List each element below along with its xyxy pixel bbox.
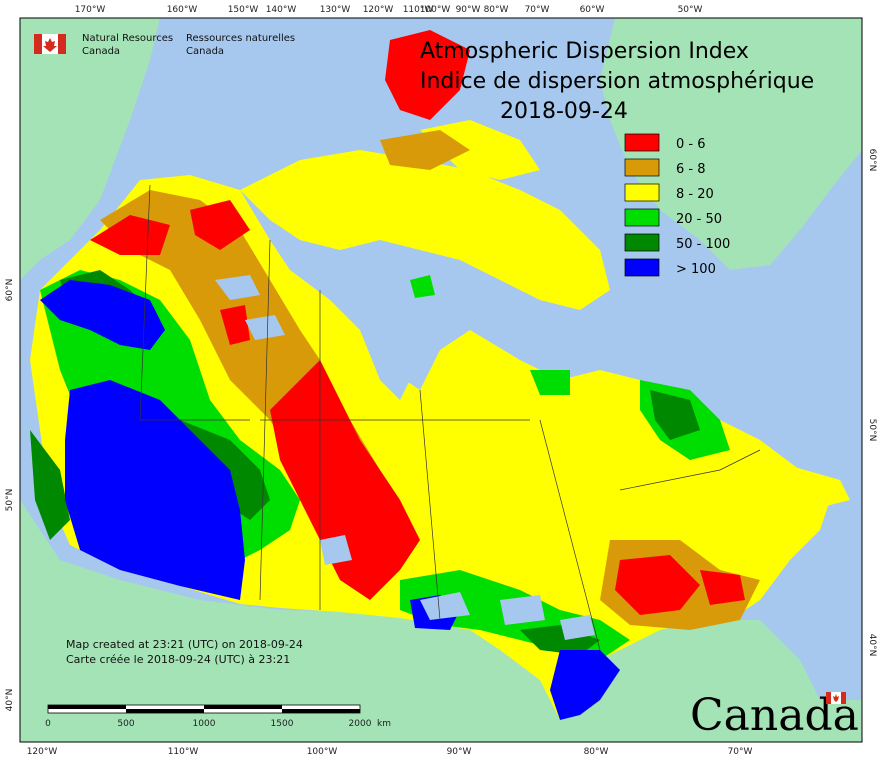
- top-tick-label: 170°W: [75, 5, 106, 15]
- legend-swatch-6-8: [624, 158, 660, 177]
- scale-label: 0: [45, 719, 51, 729]
- bottom-tick-label: 90°W: [447, 747, 472, 757]
- left-axis-ticks: 60°N 50°N 40°N: [5, 279, 15, 712]
- right-tick-label: 50°N: [867, 419, 877, 442]
- legend-swatch-20-50: [624, 208, 660, 227]
- top-tick-label: 140°W: [266, 5, 297, 15]
- legend-label: 0 - 6: [676, 137, 706, 152]
- right-tick-label: 40°N: [867, 634, 877, 657]
- legend-swatch-8-20: [624, 183, 660, 202]
- top-tick-label: 150°W: [228, 5, 259, 15]
- map-title-fr: Indice de dispersion atmosphérique: [420, 69, 814, 94]
- legend-label: 6 - 8: [676, 162, 706, 177]
- scale-label: 1500: [271, 719, 294, 729]
- top-tick-label: 80°W: [484, 5, 509, 15]
- bottom-tick-label: 110°W: [168, 747, 199, 757]
- zone-gt-100: [40, 280, 620, 720]
- legend-swatch-50-100: [624, 233, 660, 252]
- legend-label: > 100: [676, 262, 716, 277]
- scale-unit: km: [377, 719, 391, 729]
- bottom-tick-label: 120°W: [27, 747, 58, 757]
- legend-swatch-gt-100: [624, 258, 660, 277]
- bottom-axis-ticks: 120°W 110°W 100°W 90°W 80°W 70°W: [27, 747, 753, 757]
- top-tick-label: 60°W: [580, 5, 605, 15]
- top-tick-label: 120°W: [363, 5, 394, 15]
- lakes: [215, 275, 595, 640]
- top-tick-label: 90°W: [456, 5, 481, 15]
- scale-label: 500: [117, 719, 134, 729]
- map-border: [19, 17, 863, 743]
- agency-en-line2: Canada: [82, 46, 120, 57]
- left-tick-label: 50°N: [5, 489, 15, 512]
- legend-label: 8 - 20: [676, 187, 714, 202]
- bottom-tick-label: 80°W: [584, 747, 609, 757]
- top-tick-label: 70°W: [525, 5, 550, 15]
- legend-label: 50 - 100: [676, 237, 730, 252]
- bottom-tick-label: 100°W: [307, 747, 338, 757]
- land-outside-canada: [20, 18, 862, 742]
- map-date: 2018-09-24: [500, 99, 628, 124]
- left-tick-label: 60°N: [5, 279, 15, 302]
- legend-swatch-0-6: [624, 133, 660, 152]
- agency-fr-line2: Canada: [186, 46, 224, 57]
- agency-en-line1: Natural Resources: [82, 33, 173, 44]
- scale-bar: 0 500 1000 1500 2000 km: [45, 704, 391, 729]
- map-title-en: Atmospheric Dispersion Index: [420, 39, 749, 64]
- credit-en: Map created at 23:21 (UTC) on 2018-09-24: [66, 638, 303, 651]
- maple-leaf-icon: [43, 38, 57, 52]
- top-tick-label: 130°W: [320, 5, 351, 15]
- top-tick-label: 110°W: [403, 5, 434, 15]
- left-tick-label: 40°N: [5, 689, 15, 712]
- credit-fr: Carte créée le 2018-09-24 (UTC) à 23:21: [66, 653, 290, 666]
- top-tick-label: 50°W: [678, 5, 703, 15]
- provincial-borders: [139, 184, 761, 651]
- bottom-tick-label: 70°W: [728, 747, 753, 757]
- top-tick-label: 160°W: [167, 5, 198, 15]
- right-tick-label: 60°N: [867, 149, 877, 172]
- top-axis-ticks: 170°W 160°W 150°W 140°W 130°W 120°W 110°…: [75, 5, 703, 15]
- wordmark-flag-icon: [826, 692, 846, 704]
- right-axis-ticks: 60°N 50°N 40°N: [867, 149, 877, 657]
- agency-fr-line1: Ressources naturelles: [186, 33, 295, 44]
- nrcan-logo: [34, 34, 66, 54]
- legend: 0 - 6 6 - 8 8 - 20 20 - 50 50 - 100 > 10…: [624, 133, 730, 277]
- legend-label: 20 - 50: [676, 212, 722, 227]
- scale-label: 2000: [349, 719, 372, 729]
- top-tick-label: 100°W: [420, 5, 451, 15]
- scale-label: 1000: [193, 719, 216, 729]
- canada-wordmark: Canada: [690, 690, 859, 741]
